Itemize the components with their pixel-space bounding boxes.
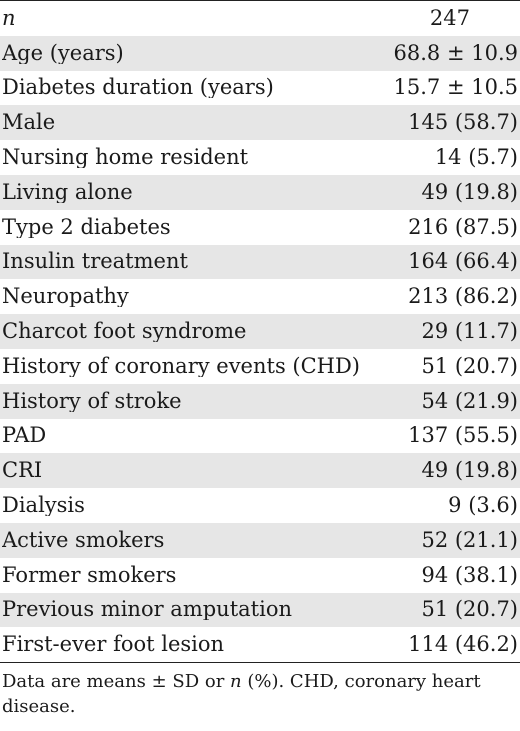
row-label: Active smokers [2, 529, 165, 551]
row-value: 49 (19.8) [421, 179, 518, 204]
row-value: 213 (86.2) [408, 284, 518, 309]
table-footnote: Data are means ± SD or n (%). CHD, coron… [0, 663, 520, 719]
header-value: 247 [429, 5, 470, 30]
table-header-row: n 247 [0, 1, 520, 36]
row-label: First-ever foot lesion [2, 634, 225, 656]
row-label: History of stroke [2, 390, 182, 412]
row-value: 216 (87.5) [408, 214, 518, 239]
row-value: 51 (20.7) [421, 353, 518, 378]
row-value: 145 (58.7) [408, 110, 518, 135]
footnote-text-1: Data are means ± SD or [2, 671, 231, 693]
table-row: Insulin treatment 164 (66.4) [0, 244, 520, 280]
row-label: Charcot foot syndrome [2, 321, 247, 343]
table-row: Living alone 49 (19.8) [0, 174, 520, 210]
table-row: Age (years) 68.8 ± 10.9 [0, 35, 520, 71]
table-row: History of stroke 54 (21.9) [0, 383, 520, 419]
table-row: Former smokers 94 (38.1) [0, 558, 520, 593]
row-value: 29 (11.7) [421, 319, 518, 344]
row-label: Neuropathy [2, 286, 129, 308]
row-label: Nursing home resident [2, 147, 249, 169]
table-bottom-rule [0, 662, 520, 664]
row-label: PAD [2, 425, 47, 447]
table-row: Neuropathy 213 (86.2) [0, 279, 520, 314]
table-row: CRI 49 (19.8) [0, 453, 520, 489]
footnote-text-2: (%). CHD, coronary heart disease. [2, 671, 481, 718]
table-row: First-ever foot lesion 114 (46.2) [0, 627, 520, 662]
table-body: Age (years) 68.8 ± 10.9 Diabetes duration … [0, 35, 520, 662]
row-value: 114 (46.2) [408, 632, 518, 657]
row-label: CRI [2, 460, 43, 482]
row-label: Age (years) [2, 42, 124, 64]
row-value: 49 (19.8) [421, 458, 518, 483]
row-label: Previous minor amputation [2, 599, 292, 621]
row-label: Living alone [2, 181, 133, 203]
table-row: History of coronary events (CHD) 51 (20.7… [0, 349, 520, 384]
table-row: Male 145 (58.7) [0, 105, 520, 141]
row-value: 137 (55.5) [408, 423, 518, 448]
table-row: Previous minor amputation 51 (20.7) [0, 592, 520, 628]
row-value: 14 (5.7) [434, 145, 518, 170]
row-value: 15.7 ± 10.5 [393, 75, 518, 100]
footnote-italic-n: n [230, 671, 242, 693]
characteristics-table: n 247 Age (years) 68.8 ± 10.9 Diabetes dur… [0, 0, 520, 664]
table-row: PAD 137 (55.5) [0, 419, 520, 454]
row-label: Type 2 diabetes [2, 216, 171, 238]
row-label: Diabetes duration (years) [2, 77, 274, 99]
table-row: Type 2 diabetes 216 (87.5) [0, 210, 520, 245]
row-label: Male [2, 112, 56, 134]
table-row: Nursing home resident 14 (5.7) [0, 140, 520, 175]
row-value: 164 (66.4) [408, 249, 518, 274]
row-value: 94 (38.1) [421, 562, 518, 587]
row-value: 54 (21.9) [421, 388, 518, 413]
row-label: History of coronary events (CHD) [2, 355, 361, 377]
header-label: n [2, 7, 16, 29]
table-row: Active smokers 52 (21.1) [0, 522, 520, 558]
row-value: 9 (3.6) [448, 493, 518, 518]
table-row: Diabetes duration (years) 15.7 ± 10.5 [0, 71, 520, 106]
table-row: Dialysis 9 (3.6) [0, 488, 520, 523]
row-label: Insulin treatment [2, 251, 188, 273]
table-row: Charcot foot syndrome 29 (11.7) [0, 314, 520, 349]
row-value: 51 (20.7) [421, 597, 518, 622]
row-value: 52 (21.1) [421, 527, 518, 552]
row-value: 68.8 ± 10.9 [393, 40, 518, 65]
row-label: Dialysis [2, 495, 85, 517]
row-label: Former smokers [2, 564, 177, 586]
